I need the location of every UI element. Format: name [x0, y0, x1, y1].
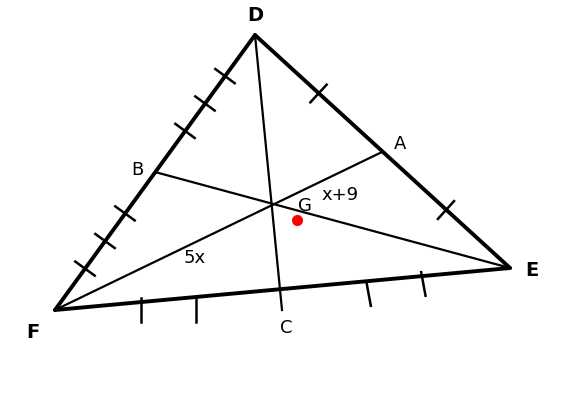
Text: B: B: [131, 161, 143, 179]
Text: C: C: [280, 319, 292, 337]
Text: D: D: [247, 5, 263, 25]
Text: 5x: 5x: [184, 249, 206, 267]
Text: A: A: [394, 135, 406, 153]
Text: F: F: [27, 322, 40, 342]
Text: x+9: x+9: [321, 186, 359, 204]
Text: E: E: [525, 261, 539, 279]
Text: G: G: [298, 197, 312, 215]
